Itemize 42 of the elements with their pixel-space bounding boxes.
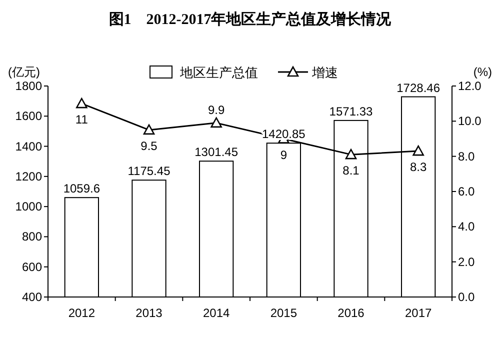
point xyxy=(143,124,155,135)
data-label: 1301.45 xyxy=(194,145,238,160)
y2-tick-label: 4.0 xyxy=(458,220,476,234)
x-tick-label: 2014 xyxy=(202,306,230,320)
data-label: 11 xyxy=(75,112,88,127)
data-label: 8.3 xyxy=(410,160,427,174)
x-tick-label: 2016 xyxy=(338,306,365,320)
point xyxy=(412,145,424,156)
data-label: 1059.6 xyxy=(63,182,100,196)
data-label: 8.1 xyxy=(342,164,360,178)
y-tick-label: 400 xyxy=(22,290,42,304)
data-label: 1175.45 xyxy=(128,164,171,178)
legend-label: 增速 xyxy=(311,65,338,80)
chart-title: 图1 2012-2017年地区生产总值及增长情况 xyxy=(108,11,392,28)
y-axis-title: (亿元) xyxy=(8,65,40,79)
x-tick-label: 2015 xyxy=(270,306,298,320)
data-label: 9 xyxy=(280,148,288,162)
y2-tick-label: 10.0 xyxy=(458,114,482,128)
y2-tick-label: 12.0 xyxy=(458,79,482,93)
y-tick-label: 1600 xyxy=(15,109,42,124)
y2-axis-title: (%) xyxy=(473,65,492,79)
data-label: 1571.33 xyxy=(329,104,374,118)
y2-tick-label: 6.0 xyxy=(458,184,476,198)
point xyxy=(210,117,222,128)
y-tick-label: 1400 xyxy=(15,139,42,154)
y-tick-label: 800 xyxy=(22,230,42,244)
x-tick-label: 2017 xyxy=(404,306,432,320)
data-label: 9.5 xyxy=(140,138,158,153)
x-tick-label: 2013 xyxy=(136,306,163,320)
y2-tick-label: 2.0 xyxy=(458,254,476,269)
y2-tick-label: 8.0 xyxy=(458,149,476,164)
data-label: 9.9 xyxy=(208,102,225,117)
point xyxy=(345,148,357,160)
y-tick-label: 1800 xyxy=(15,79,42,93)
y-tick-label: 600 xyxy=(22,260,42,274)
y-tick-label: 1200 xyxy=(15,169,42,184)
y-tick-label: 1000 xyxy=(15,200,42,214)
legend-label: 地区生产总值 xyxy=(179,65,258,80)
data-label: 1728.46 xyxy=(396,80,440,95)
point xyxy=(76,98,88,108)
x-tick-label: 2012 xyxy=(68,306,96,320)
y2-tick-label: 0.0 xyxy=(458,290,476,304)
